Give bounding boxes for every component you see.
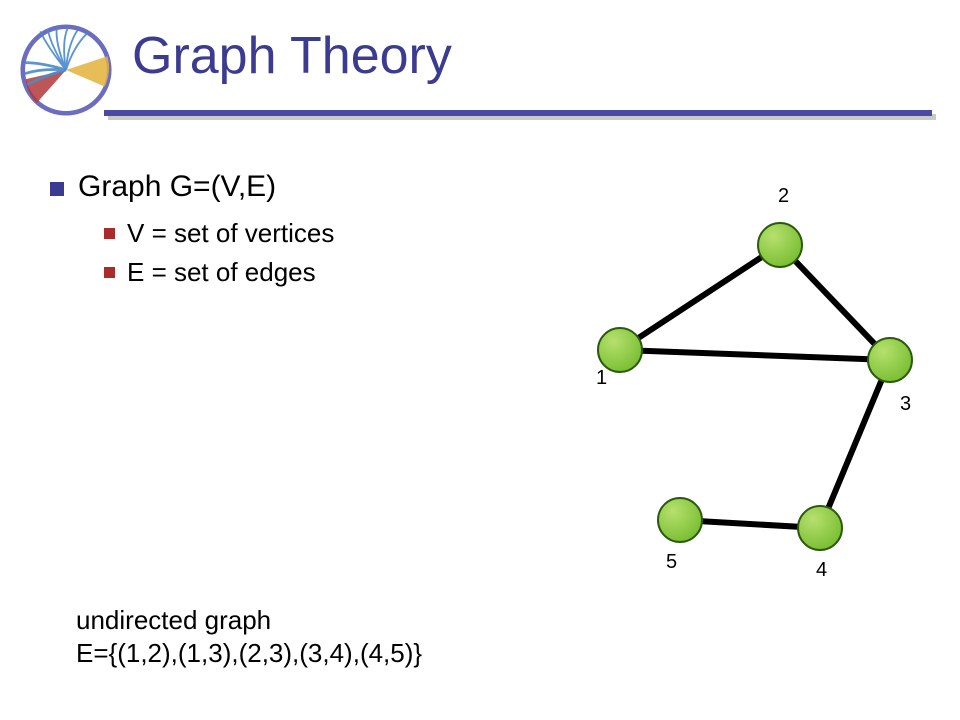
graph-edge [780,245,890,360]
square-bullet-icon [50,182,64,196]
graph-edge [820,360,890,528]
slide: Graph Theory Graph G=(V,E) V = set of ve… [0,0,960,720]
bullet-text: Graph G=(V,E) [78,170,276,204]
graph-node-label: 5 [666,551,677,573]
graph-node [758,223,802,267]
graph-node-label: 2 [778,185,789,207]
title-rule [104,110,932,120]
bullet-text: E = set of edges [127,257,316,288]
graph-node-label: 1 [596,367,607,389]
graph-node [868,338,912,382]
page-title: Graph Theory [132,26,452,86]
graph-node [598,328,642,372]
bullet-level1: Graph G=(V,E) [50,170,550,204]
logo-icon [20,24,112,116]
caption-line: undirected graph [76,604,422,637]
graph-edge [620,350,890,360]
caption-line: E={(1,2),(1,3),(2,3),(3,4),(4,5)} [76,637,422,670]
caption: undirected graph E={(1,2),(1,3),(2,3),(3… [76,604,422,669]
graph-node-label: 3 [900,393,911,415]
bullet-text: V = set of vertices [127,218,334,249]
bullet-level2: E = set of edges [104,257,550,288]
square-bullet-icon [104,267,115,278]
header: Graph Theory [20,24,932,134]
graph-node-label: 4 [816,559,827,580]
bullet-list: Graph G=(V,E) V = set of vertices E = se… [50,170,550,296]
graph-diagram: 1 2 3 4 5 [560,180,940,580]
square-bullet-icon [104,228,115,239]
graph-node [658,498,702,542]
graph-edge [620,245,780,350]
graph-node [798,506,842,550]
bullet-level2: V = set of vertices [104,218,550,249]
